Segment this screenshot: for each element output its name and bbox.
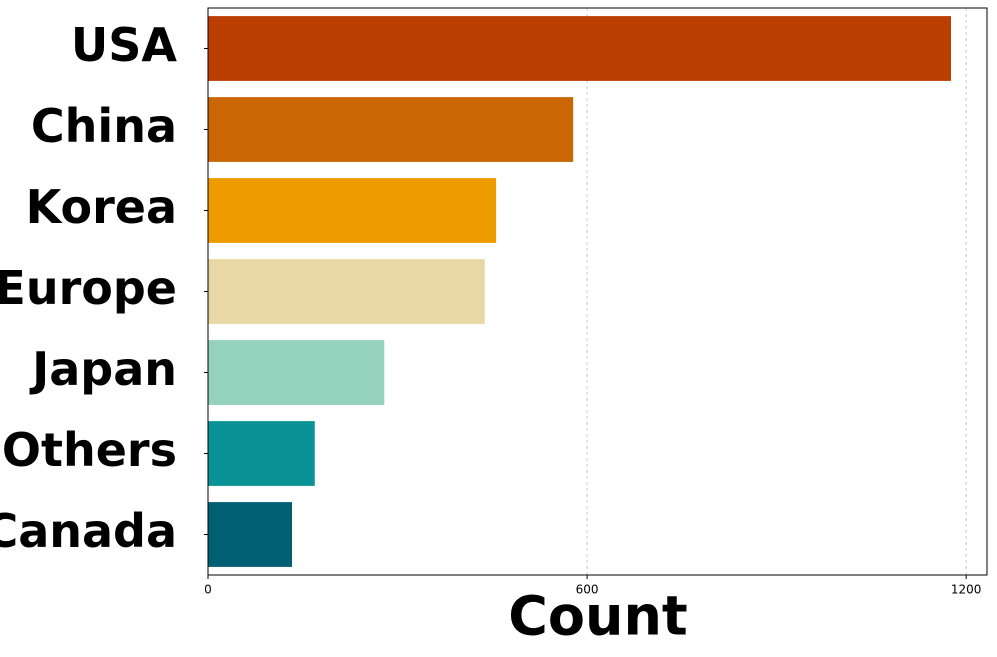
bar (208, 16, 951, 81)
plot-frame (207, 7, 988, 576)
bar (208, 178, 497, 243)
y-tick-label: China (31, 99, 177, 153)
y-tick-label: Japan (29, 342, 177, 396)
bar (208, 259, 485, 324)
x-tick-label: 0 (204, 583, 212, 597)
x-tick-label: 600 (576, 583, 599, 597)
bar (208, 502, 293, 567)
y-tick-label: Korea (26, 180, 177, 234)
y-tick-label: USA (71, 18, 177, 72)
bar (208, 340, 385, 405)
y-tick-label: Europe (0, 261, 177, 315)
y-tick-label: Canada (0, 504, 177, 558)
y-tick-label: Others (2, 423, 177, 477)
x-axis-label: Count (508, 585, 687, 648)
bar (208, 421, 315, 486)
bar (208, 97, 574, 162)
x-tick-label: 1200 (951, 583, 982, 597)
